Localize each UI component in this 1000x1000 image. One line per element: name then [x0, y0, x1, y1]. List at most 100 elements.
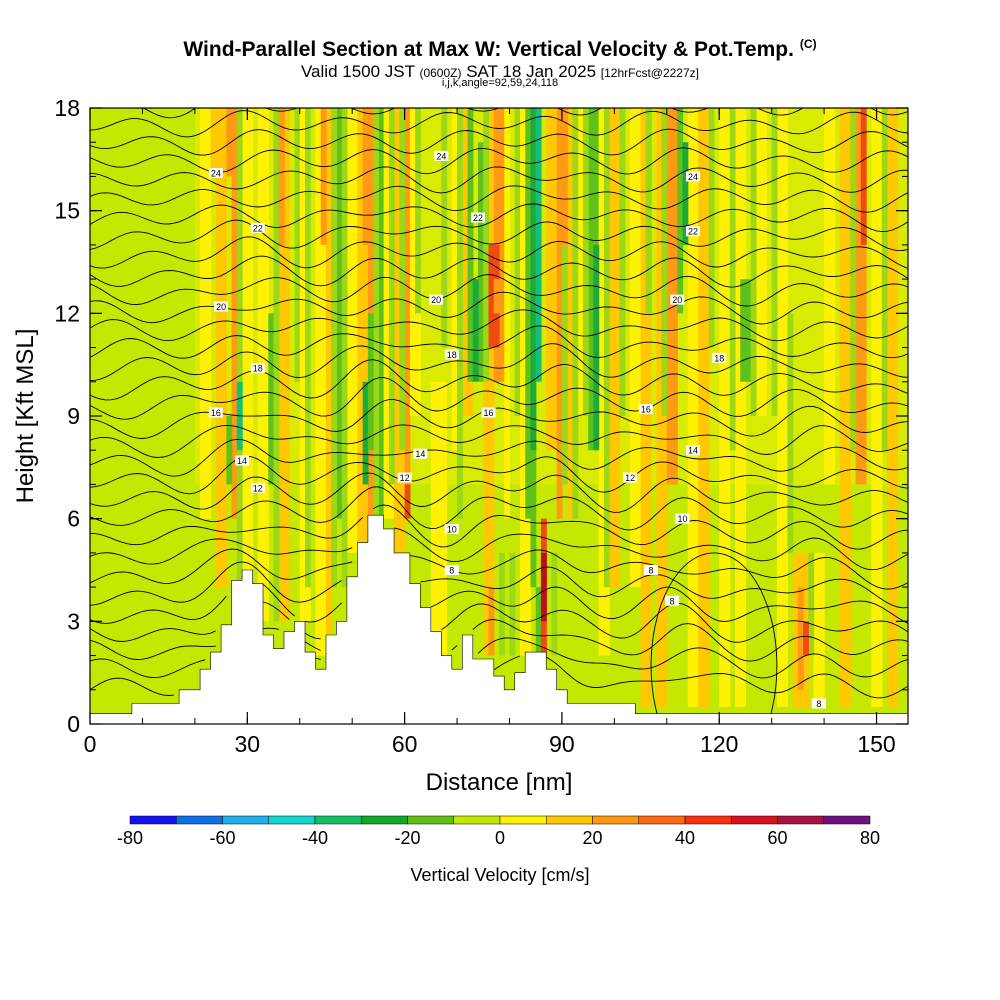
field-band: [734, 108, 747, 707]
isentrope-line: [90, 359, 908, 401]
field-band: [850, 108, 857, 451]
terrain-mask: [90, 514, 908, 724]
isentrope-label-text: 10: [678, 514, 688, 524]
isentrope-line: [90, 504, 908, 550]
isentrope-label-text: 22: [473, 213, 483, 223]
field-band: [776, 108, 788, 707]
copyright-mark: (C): [799, 37, 817, 51]
isentrope-label-bg: [811, 698, 826, 709]
isentrope-label-text: 14: [237, 456, 247, 466]
isentrope-label-text: 12: [400, 473, 410, 483]
field-band: [341, 108, 348, 588]
field-band: [750, 108, 757, 416]
field-band: [325, 108, 332, 656]
y-tick-label: 9: [67, 403, 80, 429]
field-band: [415, 108, 421, 314]
field-band: [226, 108, 233, 177]
isentrope-label-bg: [397, 472, 412, 483]
y-tick-label: 0: [67, 711, 80, 737]
isentrope-label: 12: [250, 482, 265, 493]
isentrope-label-bg: [665, 595, 680, 606]
isentrope-line: [90, 74, 908, 99]
field-band: [561, 108, 568, 485]
isentrope-label-bg: [623, 472, 638, 483]
isentrope-label-text: 24: [688, 172, 698, 182]
field-band: [378, 108, 385, 519]
chart-subtitle: Valid 1500 JST (0600Z) SAT 18 Jan 2025 […: [0, 62, 1000, 82]
isentrope-label-text: 8: [670, 596, 675, 606]
isentrope-label-bg: [413, 448, 428, 459]
isentrope-label-bg: [481, 407, 496, 418]
isentrope-line: [90, 424, 908, 458]
isentrope-label-bg: [250, 363, 265, 374]
isentrope-label: 12: [623, 472, 638, 483]
field-band: [582, 108, 589, 416]
field-band: [687, 108, 699, 707]
field-band: [441, 108, 448, 348]
field-band: [535, 587, 542, 656]
isentrope-label: 8: [444, 565, 459, 576]
field-band: [603, 108, 610, 588]
colorbar-tick-label: -40: [302, 828, 328, 848]
isentrope-label: 22: [686, 226, 701, 237]
valid-date: SAT 18 Jan 2025: [466, 62, 597, 81]
isentrope-line: [90, 219, 908, 252]
isentrope-label-bg: [638, 404, 653, 415]
isentrope-lines: [90, 55, 908, 699]
field-band: [273, 108, 280, 622]
valid-utc: (0600Z): [419, 66, 462, 80]
field-band: [294, 108, 301, 382]
isentrope-line: [90, 185, 908, 213]
colorbar-tick-label: -80: [117, 828, 143, 848]
isentrope-line: [90, 343, 908, 382]
isentrope-label-bg: [208, 407, 223, 418]
isentrope-line: [90, 55, 908, 79]
isentrope-line: [90, 637, 908, 679]
field-band: [525, 108, 532, 519]
isentrope-label-text: 14: [415, 449, 425, 459]
terrain: [90, 514, 908, 724]
forecast-info: [12hrFcst@2227z]: [600, 66, 699, 80]
field-band: [514, 108, 521, 416]
colorbar-tick-label: -60: [209, 828, 235, 848]
field-band: [661, 108, 668, 416]
field-band: [90, 621, 144, 714]
colorbar-segment: [453, 815, 501, 825]
isentrope-line: [90, 147, 908, 175]
isentrope-line: [90, 527, 908, 571]
field-band: [231, 108, 238, 519]
isentrope-label-text: 14: [688, 446, 698, 456]
y-tick-label: 15: [54, 198, 80, 224]
colorbar-segment: [823, 815, 871, 825]
isentrope-label-text: 8: [449, 566, 454, 576]
isentrope-label: 8: [665, 595, 680, 606]
isentrope-closed: [650, 552, 778, 724]
isentrope-label-text: 10: [447, 524, 457, 534]
field-band: [540, 552, 547, 622]
isentrope-label-bg: [670, 294, 685, 305]
isentrope-line: [90, 619, 908, 662]
isentrope-line: [90, 377, 908, 420]
isentrope-line: [90, 309, 908, 342]
field-band: [860, 108, 867, 245]
isentrope-label-bg: [235, 455, 250, 466]
isentrope-label-bg: [250, 222, 265, 233]
field-band: [719, 108, 731, 707]
isentrope-label-text: 20: [431, 295, 441, 305]
field-band: [404, 108, 411, 485]
isentrope-label-text: 22: [688, 227, 698, 237]
colorbar-segment: [638, 815, 686, 825]
colorbar-segment: [777, 815, 824, 825]
isentrope-line: [90, 325, 908, 359]
colorbar-segment: [499, 815, 547, 825]
isentrope-line: [90, 236, 908, 269]
x-tick-label: 0: [84, 731, 97, 757]
isentrope-line: [90, 548, 908, 590]
field-band: [797, 587, 804, 690]
field-band: [530, 108, 537, 451]
field-band: [771, 108, 778, 416]
field-band: [226, 416, 233, 485]
axis-ticks: 0 30 60 90 120 150 0 3 6 9 12 15 18: [54, 95, 908, 757]
isentrope-label: 24: [434, 150, 449, 161]
isentrope-line: [90, 655, 908, 699]
